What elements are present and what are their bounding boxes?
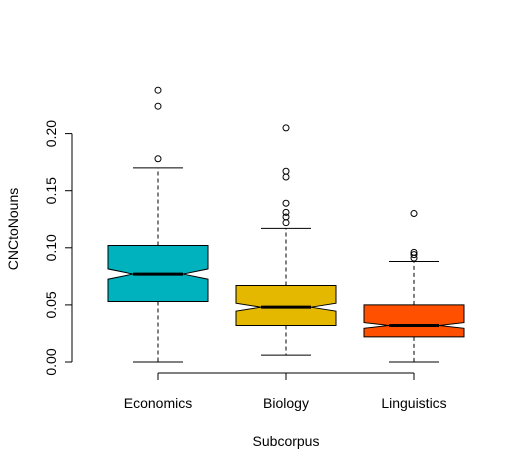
outlier-point bbox=[282, 173, 290, 181]
outlier-point bbox=[154, 86, 162, 94]
outlier-point bbox=[282, 124, 290, 132]
y-tick-label: 0.20 bbox=[43, 120, 59, 147]
x-tick-label-linguistics: Linguistics bbox=[381, 395, 446, 411]
box-group-economics bbox=[107, 86, 209, 363]
outlier-point bbox=[282, 208, 290, 216]
outlier-point bbox=[282, 167, 290, 175]
x-axis: Economics Biology Linguistics bbox=[124, 372, 447, 411]
outlier-point bbox=[410, 248, 418, 256]
y-axis: 0.00 0.05 0.10 0.15 0.20 bbox=[43, 120, 73, 376]
outlier-point bbox=[410, 210, 418, 218]
box-group-biology bbox=[235, 124, 337, 356]
y-tick-label: 0.15 bbox=[43, 177, 59, 204]
boxes-layer bbox=[107, 86, 465, 363]
outlier-point bbox=[282, 199, 290, 207]
y-tick-label: 0.00 bbox=[43, 348, 59, 375]
y-axis-title: CNCtoNouns bbox=[5, 188, 21, 270]
outlier-point bbox=[282, 213, 290, 221]
box-biology bbox=[235, 284, 337, 326]
y-tick-label: 0.10 bbox=[43, 234, 59, 261]
y-tick-label: 0.05 bbox=[43, 291, 59, 318]
outlier-point bbox=[154, 155, 162, 163]
x-tick-label-biology: Biology bbox=[263, 395, 309, 411]
outlier-point bbox=[154, 102, 162, 110]
outlier-point bbox=[282, 219, 290, 227]
x-axis-title: Subcorpus bbox=[253, 433, 320, 449]
outlier-point bbox=[410, 251, 418, 259]
box-linguistics bbox=[363, 304, 465, 338]
x-tick-label-economics: Economics bbox=[124, 395, 192, 411]
box-group-linguistics bbox=[363, 210, 465, 363]
